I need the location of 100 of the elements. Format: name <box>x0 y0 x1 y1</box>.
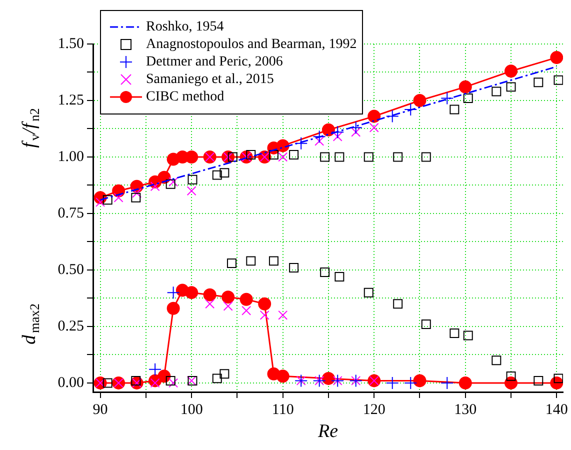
point <box>276 370 290 383</box>
point <box>289 262 299 272</box>
point <box>386 376 399 390</box>
point <box>289 150 299 160</box>
point <box>320 267 330 277</box>
point <box>506 82 516 92</box>
x-tick-label: 140 <box>545 402 568 418</box>
point <box>205 299 215 309</box>
point <box>246 256 256 266</box>
point <box>102 378 112 388</box>
point <box>534 376 544 386</box>
point <box>364 288 374 298</box>
point <box>132 188 142 198</box>
point <box>404 376 418 390</box>
y-tick-label: 0.00 <box>58 374 84 391</box>
y-tick-label: 1.50 <box>58 36 84 52</box>
point <box>393 299 403 309</box>
point <box>504 64 518 78</box>
point <box>223 301 233 311</box>
x-tick-label: 100 <box>180 402 203 418</box>
point <box>320 152 330 162</box>
point <box>186 186 196 196</box>
point <box>386 110 399 123</box>
point <box>212 170 222 180</box>
point <box>440 92 454 105</box>
point <box>404 103 418 116</box>
point <box>334 152 344 162</box>
y-tick-label: 1.00 <box>58 148 84 165</box>
point <box>413 374 426 388</box>
point <box>368 110 381 123</box>
point <box>314 136 324 146</box>
point <box>312 130 326 144</box>
x-tick-label: 90 <box>92 402 108 418</box>
point <box>364 152 374 162</box>
point <box>421 152 431 162</box>
y-tick-label: 1.25 <box>58 92 84 108</box>
point <box>492 356 502 366</box>
point <box>458 376 472 390</box>
point <box>463 330 473 340</box>
point <box>185 150 198 164</box>
y-tick-label: 0.50 <box>58 262 84 278</box>
point <box>278 310 288 320</box>
y-axis-title: fv/fn2 <box>19 108 42 148</box>
point <box>220 369 230 379</box>
point <box>332 132 342 142</box>
point <box>258 297 272 310</box>
point <box>331 126 344 139</box>
point <box>450 104 460 114</box>
point <box>166 179 176 189</box>
point <box>131 192 141 202</box>
x-axis-title: Re <box>317 421 338 442</box>
point <box>413 94 426 107</box>
point <box>114 192 124 202</box>
point <box>188 174 198 184</box>
point <box>351 127 361 137</box>
point <box>450 328 460 338</box>
y-tick-label: 0.75 <box>58 205 84 222</box>
point <box>421 319 431 329</box>
point <box>463 93 473 103</box>
text: dmax2 <box>19 303 42 345</box>
point <box>220 168 230 178</box>
point <box>102 195 112 205</box>
point <box>158 370 171 383</box>
point <box>294 136 308 150</box>
y-tick-label: 0.25 <box>58 318 84 334</box>
point <box>185 286 198 300</box>
point <box>212 374 222 384</box>
x-tick-label: 130 <box>454 402 477 418</box>
point <box>222 290 235 304</box>
point <box>554 374 564 384</box>
point <box>322 372 335 385</box>
point <box>148 362 162 376</box>
point <box>506 371 516 381</box>
point <box>550 51 564 64</box>
point <box>168 378 178 388</box>
point <box>166 376 176 386</box>
legend-label: CIBC method <box>146 90 224 105</box>
point <box>168 177 178 187</box>
point <box>268 256 278 266</box>
point <box>228 152 238 162</box>
point <box>226 258 236 268</box>
point <box>278 152 288 162</box>
point <box>534 78 544 88</box>
point <box>260 310 270 320</box>
point <box>369 122 379 132</box>
point <box>322 123 335 136</box>
point <box>554 75 564 85</box>
point <box>203 288 216 302</box>
x-tick-label: 110 <box>272 402 294 418</box>
legend-label: Anagnostopoulos and Bearman, 1992 <box>146 37 357 52</box>
point <box>492 86 502 96</box>
x-tick-label: 120 <box>362 402 386 418</box>
point <box>393 152 403 162</box>
legend-label: Samaniego et al., 2015 <box>146 72 274 88</box>
point <box>334 272 344 282</box>
point <box>276 139 290 152</box>
point <box>268 150 278 160</box>
point <box>240 292 253 306</box>
point <box>166 302 180 315</box>
legend-label: Roshko, 1954 <box>146 20 224 35</box>
